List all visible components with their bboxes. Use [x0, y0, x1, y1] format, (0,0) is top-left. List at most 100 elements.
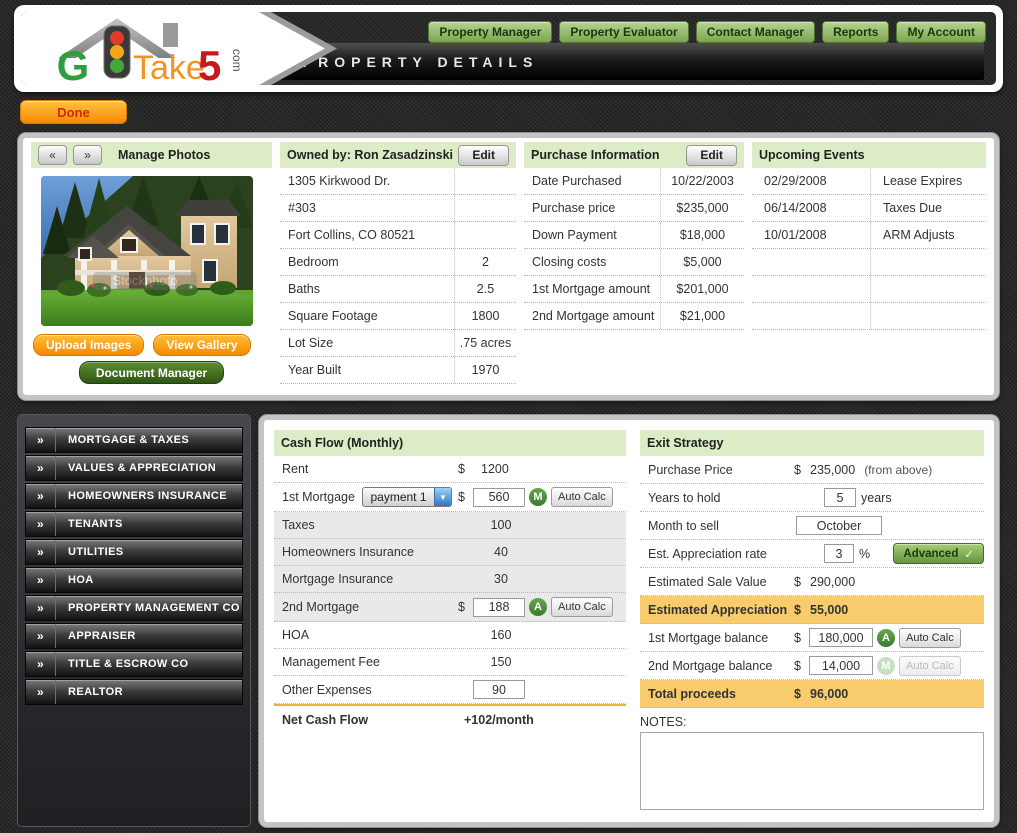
years-to-hold-input[interactable]	[824, 488, 856, 507]
event-row	[752, 276, 986, 303]
sidebar-item-values-appreciation[interactable]: » VALUES & APPRECIATION	[25, 455, 243, 481]
sidebar-item-homeowners-insurance[interactable]: » HOMEOWNERS INSURANCE	[25, 483, 243, 509]
prev-photo-button[interactable]: «	[38, 145, 67, 165]
upload-images-button[interactable]: Upload Images	[33, 334, 145, 356]
currency-symbol: $	[458, 600, 465, 614]
row-label: Total proceeds	[648, 686, 736, 701]
net-cash-flow-label: Net Cash Flow	[282, 713, 369, 727]
first-mortgage-input[interactable]	[473, 487, 525, 507]
row-label: Lot Size	[288, 336, 334, 350]
gotake5-logo[interactable]: G Take 5 com	[47, 13, 257, 85]
sidebar-item-realtor[interactable]: » REALTOR	[25, 679, 243, 705]
page-title-banner: » PROPERTY DETAILS	[256, 43, 984, 80]
sidebar-item-label: TITLE & ESCROW CO	[68, 658, 189, 670]
sidebar-item-label: UTILITIES	[68, 546, 124, 558]
sidebar-item-label: HOMEOWNERS INSURANCE	[68, 490, 227, 502]
row-label: 1st Mortgage balance	[648, 630, 769, 645]
row-value: 10/22/2003	[660, 168, 744, 194]
percent-sign: %	[859, 546, 871, 561]
sidebar-item-tenants[interactable]: » TENANTS	[25, 511, 243, 537]
nav-contact-manager-button[interactable]: Contact Manager	[695, 21, 816, 43]
exit-row-month-to-sell: Month to sell	[640, 512, 984, 540]
auto-calc-button[interactable]: Auto Calc	[899, 627, 961, 648]
table-row: Fort Collins, CO 80521	[280, 222, 516, 249]
chevron-right-icon: »	[26, 428, 56, 452]
sidebar-item-title-escrow[interactable]: » TITLE & ESCROW CO	[25, 651, 243, 677]
owner-title: Owned by: Ron Zasadzinski	[287, 148, 453, 162]
owner-edit-button[interactable]: Edit	[458, 144, 509, 166]
row-label: Taxes	[282, 518, 315, 532]
row-label: Years to hold	[648, 490, 721, 505]
event-date: 06/14/2008	[764, 201, 827, 215]
document-manager-button[interactable]: Document Manager	[78, 361, 225, 384]
row-label: #303	[288, 201, 316, 215]
table-row: Purchase price $235,000	[524, 195, 744, 222]
event-date	[752, 276, 870, 302]
event-row: 06/14/2008 Taxes Due	[752, 195, 986, 222]
row-value: 1200	[481, 462, 509, 476]
advanced-button[interactable]: Advanced ✓	[893, 543, 984, 564]
sidebar-item-mortgage-taxes[interactable]: » MORTGAGE & TAXES	[25, 427, 243, 453]
second-mortgage-input[interactable]	[473, 597, 525, 617]
nav-reports-button[interactable]: Reports	[822, 21, 890, 43]
first-balance-input[interactable]	[809, 628, 873, 647]
row-label: Baths	[288, 282, 320, 296]
cashflow-row-hoa: HOA 160	[274, 622, 626, 649]
appreciation-rate-input[interactable]	[824, 544, 854, 563]
done-button[interactable]: Done	[20, 100, 127, 124]
view-gallery-button[interactable]: View Gallery	[153, 334, 251, 356]
row-label: Mortgage Insurance	[282, 572, 394, 586]
exit-strategy-title: Exit Strategy	[647, 436, 724, 450]
badge-a-icon[interactable]: A	[529, 598, 547, 616]
chevron-right-icon: »	[26, 596, 56, 620]
event-label: Taxes Due	[870, 195, 986, 221]
purchase-edit-button[interactable]: Edit	[686, 144, 737, 166]
nav-property-manager-button[interactable]: Property Manager	[428, 21, 553, 43]
badge-m-icon[interactable]: M	[529, 488, 547, 506]
nav-my-account-button[interactable]: My Account	[896, 21, 986, 43]
row-value: .75 acres	[454, 330, 516, 356]
property-photo: Stockphoto	[41, 176, 253, 326]
row-label: Other Expenses	[282, 682, 372, 697]
row-value: 96,000	[810, 686, 849, 701]
row-label: Fort Collins, CO 80521	[288, 228, 416, 242]
cashflow-row-net: Net Cash Flow +102/month	[274, 704, 626, 734]
auto-calc-button[interactable]: Auto Calc	[551, 597, 613, 617]
table-row: Bedroom 2	[280, 249, 516, 276]
row-value: 150	[490, 655, 512, 669]
sidebar-item-hoa[interactable]: » HOA	[25, 567, 243, 593]
badge-a-icon[interactable]: A	[877, 628, 895, 647]
other-expenses-input[interactable]	[473, 680, 525, 699]
auto-calc-button[interactable]: Auto Calc	[551, 487, 613, 507]
row-value	[454, 195, 516, 221]
row-label: HOA	[282, 628, 310, 642]
category-sidebar: » MORTGAGE & TAXES » VALUES & APPRECIATION…	[18, 415, 250, 826]
nav-property-evaluator-button[interactable]: Property Evaluator	[559, 21, 689, 43]
row-label: Month to sell	[648, 518, 719, 533]
notes-label: NOTES:	[640, 715, 687, 729]
row-label: 1st Mortgage amount	[532, 282, 651, 296]
event-label	[870, 303, 986, 329]
traffic-light-yellow	[110, 45, 124, 59]
upcoming-events-section: Upcoming Events 02/29/2008 Lease Expires …	[752, 142, 986, 391]
financials-panel: Cash Flow (Monthly) Rent $1200 1st Mortg…	[259, 415, 999, 827]
exit-row-sale-value: Estimated Sale Value $ 290,000	[640, 568, 984, 596]
row-label: Bedroom	[288, 255, 339, 269]
payment-select[interactable]: payment 1 ▼	[362, 487, 452, 507]
table-row: Down Payment $18,000	[524, 222, 744, 249]
sidebar-item-appraiser[interactable]: » APPRAISER	[25, 623, 243, 649]
row-value: 30	[494, 572, 508, 586]
next-photo-button[interactable]: »	[73, 145, 102, 165]
sidebar-item-property-management[interactable]: » PROPERTY MANAGEMENT CO	[25, 595, 243, 621]
second-balance-input[interactable]	[809, 656, 873, 675]
cashflow-row-management-fee: Management Fee 150	[274, 649, 626, 676]
payment-select-value: payment 1	[370, 490, 427, 504]
row-label: Rent	[282, 462, 309, 476]
table-row: Baths 2.5	[280, 276, 516, 303]
row-value: 160	[490, 628, 512, 642]
sidebar-item-utilities[interactable]: » UTILITIES	[25, 539, 243, 565]
row-label: Year Built	[288, 363, 342, 377]
row-label: Date Purchased	[532, 174, 622, 188]
notes-textarea[interactable]	[640, 732, 984, 810]
month-to-sell-input[interactable]	[796, 516, 882, 535]
